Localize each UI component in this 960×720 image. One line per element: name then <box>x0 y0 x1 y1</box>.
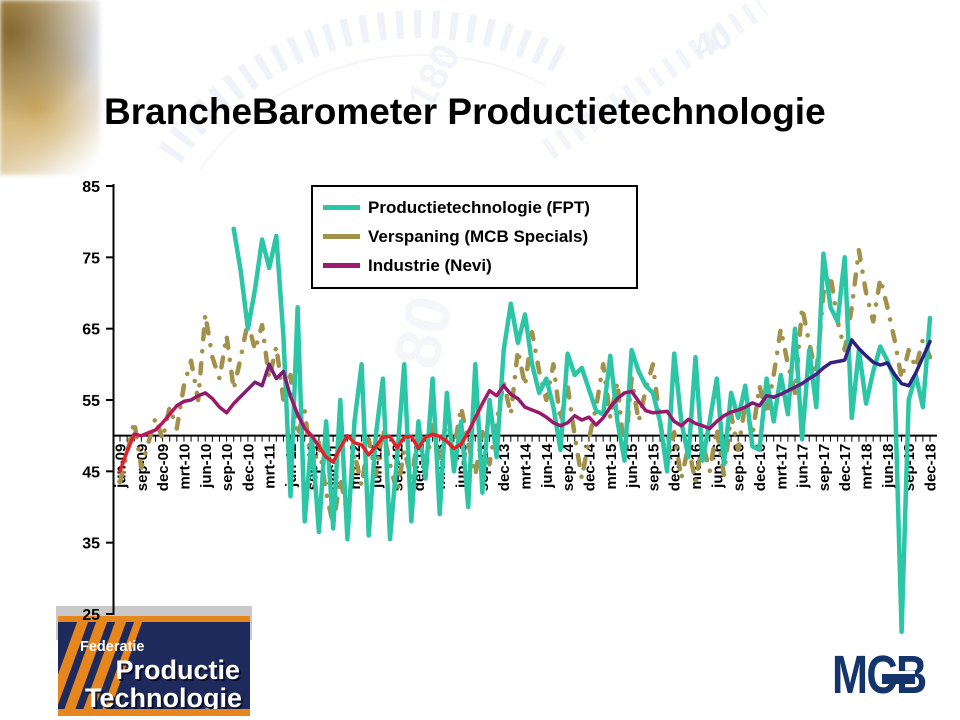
x-tick-label: dec-09 <box>155 444 172 492</box>
series-industrie-segment <box>466 401 485 434</box>
y-tick-label: 55 <box>82 393 100 410</box>
fpt-logo: Federatie Productie Technologie <box>58 616 250 716</box>
y-tick-label: 45 <box>82 464 100 481</box>
x-tick-label: dec-17 <box>837 444 854 492</box>
legend-item-industrie: Industrie (Nevi) <box>323 251 628 280</box>
series-productietechnologie <box>231 226 933 635</box>
x-tick-label: dec-15 <box>667 444 684 492</box>
series-industrie-segment <box>288 394 307 431</box>
legend-item-verspaning: Verspaning (MCB Specials) <box>323 222 628 251</box>
series-industrie-segment <box>501 383 527 409</box>
series-industrie-segment <box>800 366 826 386</box>
y-tick-label: 65 <box>82 322 100 339</box>
series-industrie-segment <box>118 432 136 474</box>
x-tick-label: dec-10 <box>240 444 257 492</box>
legend-label-verspaning: Verspaning (MCB Specials) <box>368 226 589 246</box>
series-industrie-segment <box>302 426 321 449</box>
x-tick-label: dec-18 <box>923 444 940 492</box>
y-tick-label: 75 <box>82 250 100 267</box>
series-industrie-segment <box>821 338 854 370</box>
x-tick-label: jun-15 <box>624 444 641 489</box>
series-industrie-segment <box>175 391 243 415</box>
series-industrie-segment <box>132 403 179 438</box>
x-tick-label: jun-17 <box>795 444 812 489</box>
legend-item-fpt: Productietechnologie (FPT) <box>323 193 628 222</box>
x-tick-label: jun-10 <box>198 444 215 489</box>
series-industrie-segment <box>771 381 804 399</box>
x-tick-label: dec-14 <box>581 443 598 491</box>
legend-label-fpt: Productietechnologie (FPT) <box>368 197 590 217</box>
x-tick-label: dec-13 <box>496 444 513 492</box>
x-tick-label: sep-10 <box>219 444 236 492</box>
y-tick-label: 35 <box>82 536 100 553</box>
x-tick-label: jun-14 <box>539 443 556 489</box>
x-tick-label: mrt-11 <box>262 444 279 489</box>
x-tick-label: sep-16 <box>731 444 748 492</box>
series-industrie-segment <box>523 389 748 431</box>
y-tick-label: 85 <box>82 179 100 196</box>
watermark-numeral: 80 <box>380 289 467 375</box>
x-tick-label: sep-18 <box>901 444 918 492</box>
x-tick-label: sep-15 <box>645 444 662 492</box>
series-industrie-segment <box>480 383 506 406</box>
series-industrie-segment <box>743 393 776 409</box>
x-tick-label: sep-14 <box>560 443 577 491</box>
legend-swatch-fpt <box>323 205 360 210</box>
x-tick-label: mrt-18 <box>859 444 876 490</box>
chart-legend: Productietechnologie (FPT) Verspaning (M… <box>311 185 638 289</box>
x-tick-label: mrt-15 <box>603 444 620 490</box>
x-tick-label: mrt-10 <box>176 444 193 490</box>
x-tick-label: mrt-14 <box>518 443 535 490</box>
fpt-logo-federatie-text: Federatie <box>80 639 145 655</box>
legend-label-industrie: Industrie (Nevi) <box>368 255 492 275</box>
x-tick-label: dec-16 <box>752 444 769 492</box>
x-tick-label: sep-17 <box>816 444 833 492</box>
fpt-logo-productie-text: Productie <box>115 655 240 685</box>
x-tick-label: jun-18 <box>880 444 897 489</box>
mcb-logo-crossbar <box>882 674 915 684</box>
series-industrie-segment <box>850 338 932 388</box>
y-tick-label: 25 <box>82 607 100 624</box>
series-verspaning <box>117 247 933 528</box>
page-title: BrancheBarometer Productietechnologie <box>104 90 826 132</box>
series-industrie-segment <box>317 430 470 464</box>
legend-swatch-industrie <box>323 263 360 268</box>
legend-swatch-verspaning <box>323 234 360 239</box>
series-industrie-segment <box>239 362 293 399</box>
mcb-logo: MCB <box>832 648 952 706</box>
fpt-logo-technologie-text: Technologie <box>84 683 242 713</box>
x-tick-label: mrt-17 <box>773 444 790 490</box>
watermark-photo-blob <box>0 0 100 175</box>
